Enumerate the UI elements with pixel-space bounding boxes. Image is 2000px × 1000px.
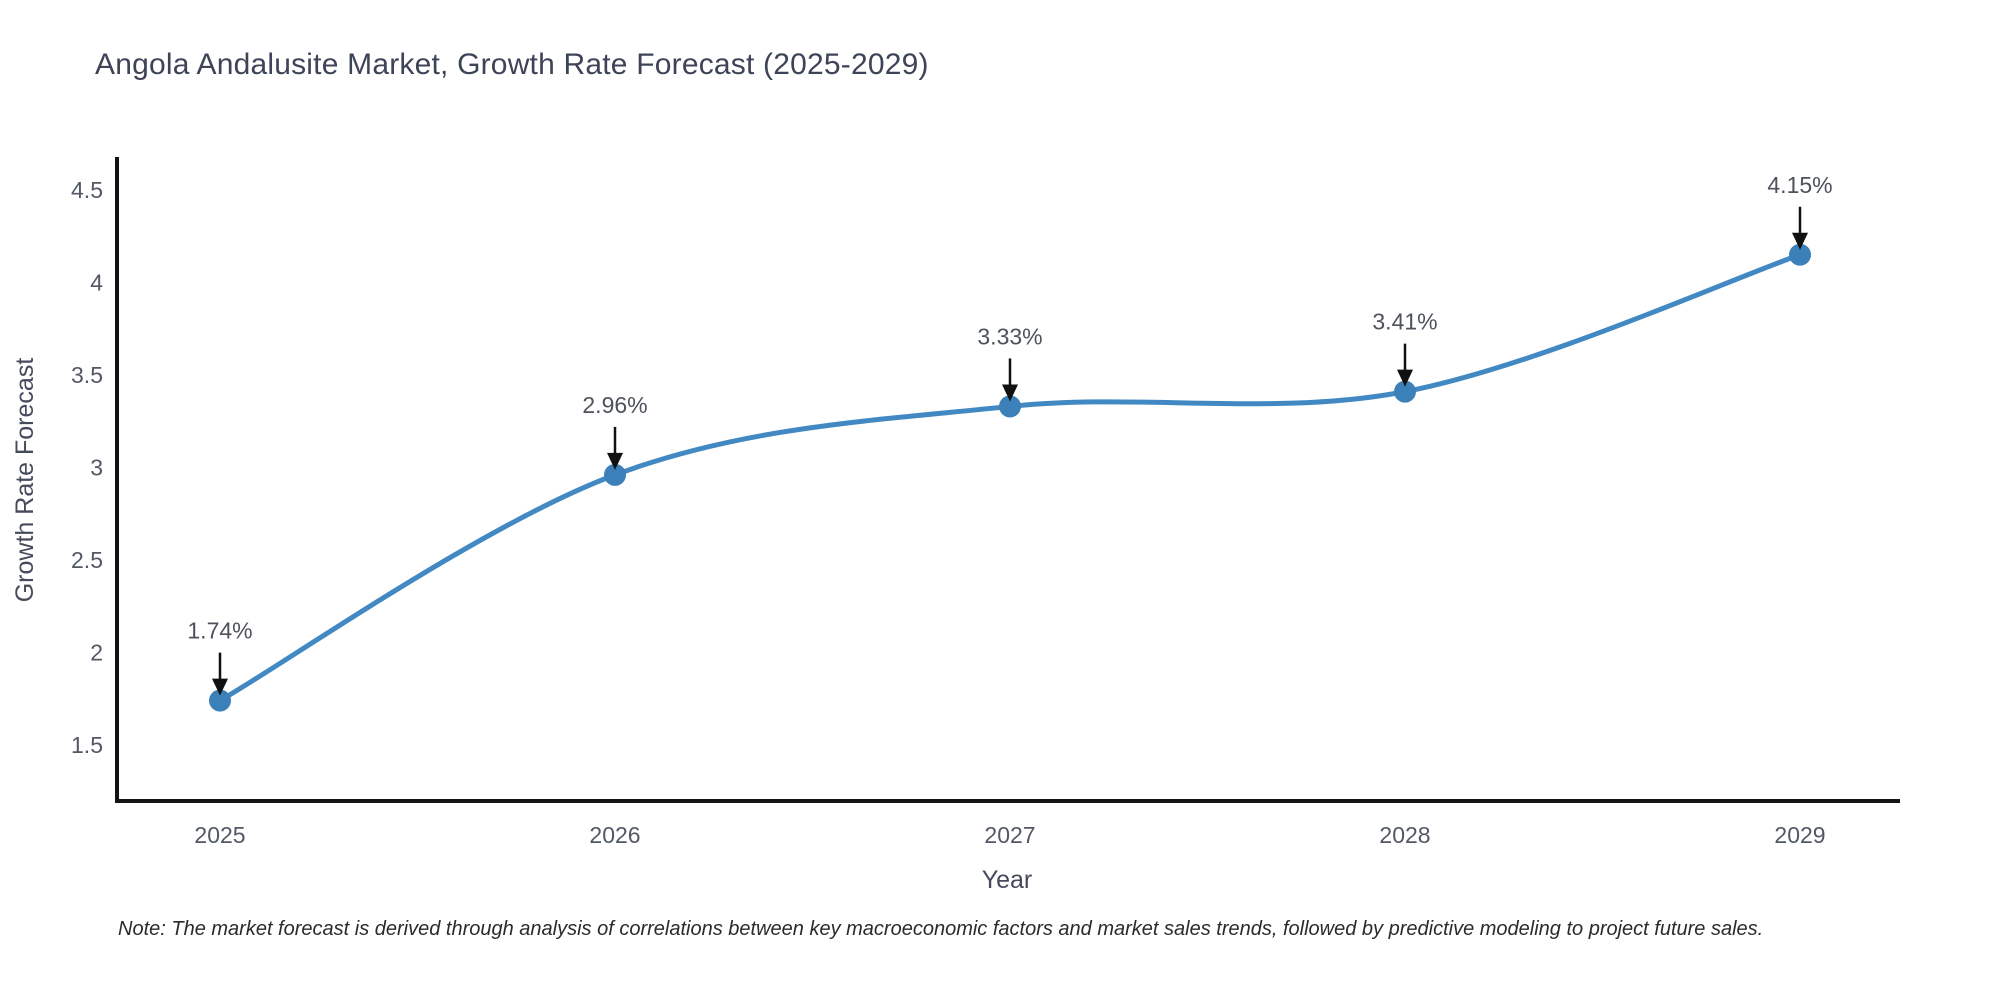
annotation-arrow-head (1792, 232, 1808, 250)
y-tick-label: 1.5 (71, 732, 103, 758)
data-point-marker (604, 463, 626, 486)
point-value-label: 1.74% (187, 618, 252, 644)
point-value-label: 3.33% (977, 323, 1042, 349)
data-point-marker (1789, 243, 1811, 266)
y-tick-label: 2 (90, 640, 103, 666)
y-axis-title: Growth Rate Forecast (11, 358, 39, 603)
chart-title: Angola Andalusite Market, Growth Rate Fo… (95, 48, 929, 81)
annotation-arrow-head (1397, 369, 1413, 387)
point-value-label: 4.15% (1767, 172, 1832, 198)
annotations-group: 1.74% 2.96% 3.33% 3.41% 4.15% (187, 172, 1833, 696)
footnote: Note: The market forecast is derived thr… (118, 918, 1764, 940)
x-tick-label: 2026 (589, 822, 640, 848)
annotation-arrow-head (1002, 384, 1018, 402)
annotation-arrow-head (212, 678, 228, 696)
y-axis-tick-labels: 4.5 4 3.5 3 2.5 2 1.5 (71, 177, 103, 758)
y-tick-label: 3 (90, 455, 103, 481)
series-group (209, 243, 1811, 712)
annotation-arrow-head (607, 452, 623, 470)
forecast-line (217, 252, 1803, 704)
x-tick-label: 2029 (1774, 822, 1825, 848)
x-axis-title: Year (982, 866, 1033, 894)
y-tick-label: 2.5 (71, 547, 103, 573)
x-axis-tick-labels: 2025 2026 2027 2028 2029 (194, 822, 1825, 848)
x-tick-label: 2027 (984, 822, 1035, 848)
data-point-marker (1394, 380, 1416, 403)
x-tick-label: 2025 (194, 822, 245, 848)
data-point-marker (999, 395, 1021, 418)
y-tick-label: 3.5 (71, 362, 103, 388)
point-value-label: 3.41% (1372, 309, 1437, 335)
point-value-label: 2.96% (582, 392, 647, 418)
x-tick-label: 2028 (1379, 822, 1430, 848)
data-point-marker (209, 689, 231, 712)
y-tick-label: 4.5 (71, 177, 103, 203)
y-tick-label: 4 (90, 270, 103, 296)
